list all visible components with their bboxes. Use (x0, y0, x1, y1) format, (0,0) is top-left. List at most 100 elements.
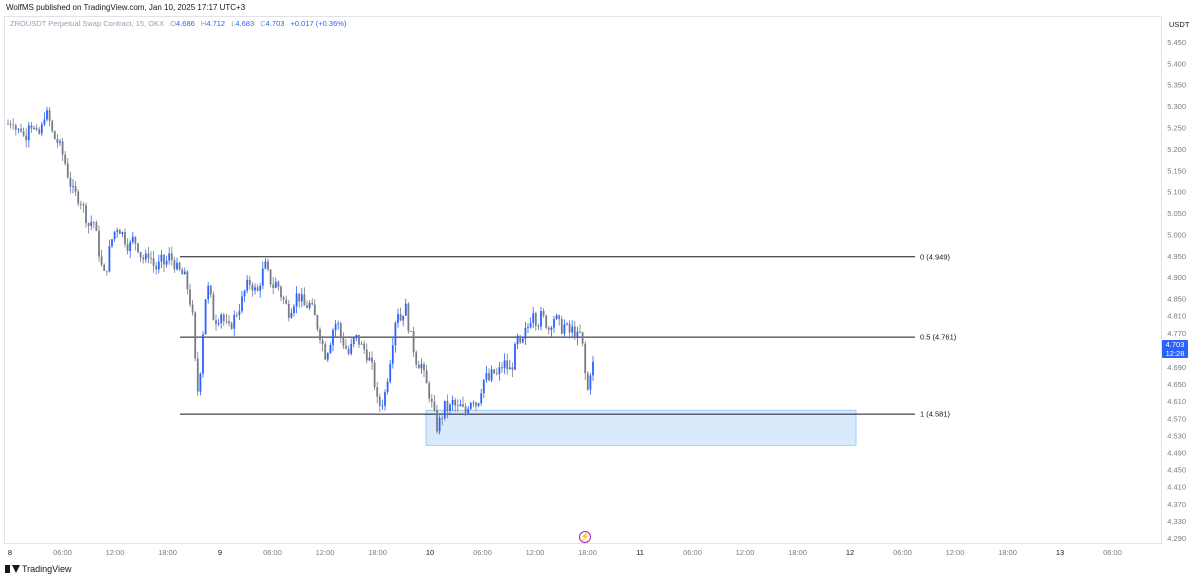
candle-body (576, 331, 579, 338)
candle-body (134, 236, 137, 244)
candle-body (118, 230, 121, 235)
candle-body (142, 257, 145, 260)
candle-body (204, 299, 207, 335)
y-tick-label: 4.900 (1167, 273, 1186, 282)
fib-level-label: 0.5 (4.761) (920, 333, 957, 342)
candle-body (53, 131, 56, 140)
candle-body (116, 230, 119, 232)
candle-body (272, 284, 275, 288)
fib-layer[interactable]: 0 (4.949) 0.5 (4.761) 1 (4.581) (180, 252, 957, 419)
candle-body (566, 323, 568, 325)
candle-body (100, 256, 103, 265)
y-tick-label: 4.950 (1167, 252, 1186, 261)
y-tick-label: 5.200 (1167, 145, 1186, 154)
candle-body (417, 364, 420, 369)
y-tick-label: 5.350 (1167, 81, 1186, 90)
candle-body (248, 279, 251, 285)
y-axis[interactable]: 5.450 5.400 5.350 5.300 5.250 5.200 5.150 5.100… (1167, 38, 1186, 543)
symbol-title[interactable]: ZROUSDT Perpetual Swap Contract, 15, OKX (10, 19, 165, 28)
candle-body (412, 331, 415, 353)
candle-body (199, 373, 202, 392)
x-tick-label: 12:00 (316, 548, 335, 557)
candle-body (589, 375, 592, 390)
candle-body (568, 323, 571, 333)
candle-body (222, 314, 225, 321)
candle-body (157, 261, 160, 270)
candle-body (399, 314, 402, 321)
candle-body (27, 125, 30, 141)
x-tick-label: 06:00 (53, 548, 72, 557)
candle-body (436, 410, 438, 432)
candle-body (139, 252, 142, 258)
x-tick-label: 12:00 (526, 548, 545, 557)
candle-body (64, 154, 67, 164)
candle-body (137, 243, 139, 253)
x-axis[interactable]: 8 06:00 12:00 18:00 9 06:00 12:00 18:00 10 06:00 1… (8, 548, 1122, 557)
currency-label[interactable]: USDT (1169, 20, 1190, 29)
candle-body (547, 327, 550, 330)
candle-body (381, 405, 384, 407)
candle-body (391, 345, 394, 364)
candle-body (168, 253, 171, 261)
candle-body (490, 369, 493, 381)
x-tick-label: 18:00 (998, 548, 1017, 557)
candle-body (313, 304, 316, 316)
candle-body (105, 270, 108, 272)
candle-body (298, 293, 301, 302)
fib-level-label: 0 (4.949) (920, 252, 951, 261)
candle-body (324, 343, 327, 360)
candle-body (59, 141, 61, 143)
candle-body (181, 269, 184, 275)
high-label: H (200, 19, 207, 28)
candle-body (51, 120, 54, 132)
candle-body (165, 260, 168, 265)
candle-body (40, 124, 43, 134)
y-tick-label: 4.290 (1167, 534, 1186, 543)
candle-body (503, 360, 506, 369)
candle-body (176, 262, 178, 270)
y-tick-label: 4.610 (1167, 397, 1186, 406)
candle-body (420, 364, 423, 369)
candle-body (347, 348, 350, 354)
candle-body (480, 393, 483, 404)
candle-body (534, 313, 537, 326)
flash-icon[interactable]: ⚡ (579, 531, 591, 543)
low-value: 4.683 (235, 19, 255, 28)
candle-body (423, 364, 425, 371)
candle-body (308, 302, 311, 308)
x-tick-label: 06:00 (263, 548, 282, 557)
candle-body (277, 281, 280, 287)
x-tick-label: 18:00 (158, 548, 177, 557)
candle-body (350, 343, 353, 354)
candle-body (259, 285, 262, 291)
y-tick-label: 4.410 (1167, 483, 1186, 492)
candle-body (243, 290, 246, 297)
candle-body (30, 125, 33, 129)
x-tick-label: 12:00 (946, 548, 965, 557)
candle-body (95, 222, 98, 231)
y-tick-label: 5.400 (1167, 59, 1186, 68)
candle-body (126, 244, 129, 252)
y-tick-label: 4.370 (1167, 500, 1186, 509)
candle-body (342, 337, 345, 346)
candle-body (72, 186, 74, 187)
candle-body (25, 135, 28, 141)
candle-body (532, 313, 535, 324)
candle-body (90, 222, 93, 226)
candle-body (394, 322, 397, 346)
y-tick-label: 4.810 (1167, 312, 1186, 321)
candle-body (212, 294, 215, 321)
candle-body (103, 264, 106, 271)
candle-body (326, 353, 329, 360)
candle-body (183, 271, 186, 275)
candle-body (290, 313, 293, 318)
candle-body (79, 203, 82, 205)
candle-body (316, 315, 319, 330)
y-tick-label: 4.330 (1167, 517, 1186, 526)
candle-body (306, 305, 308, 308)
candle-body (246, 279, 249, 291)
candle-body (241, 296, 243, 312)
candle-body (87, 223, 90, 226)
candle-body (111, 239, 113, 247)
